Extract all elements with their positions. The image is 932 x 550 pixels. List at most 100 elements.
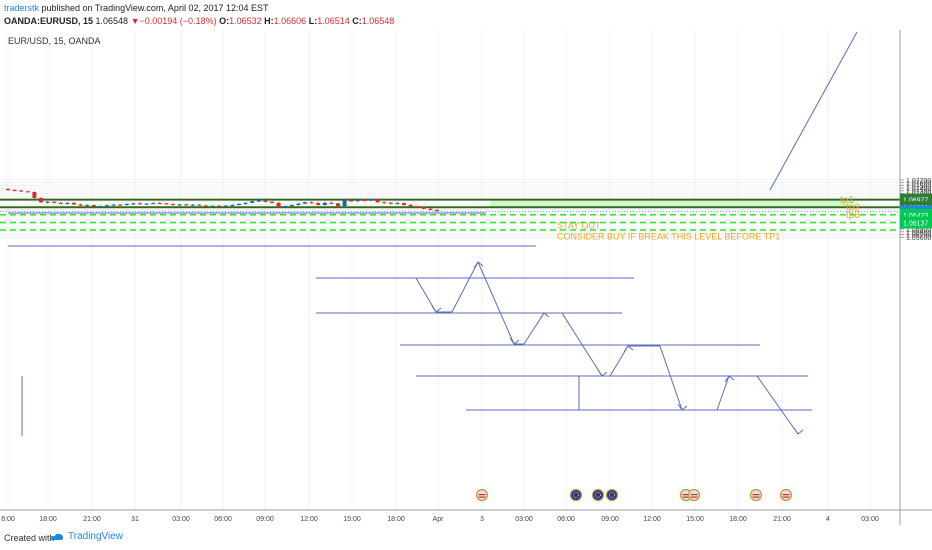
- price-axis[interactable]: 1.077001.076001.075001.074001.073001.072…: [900, 178, 932, 242]
- low-label: L:: [308, 16, 318, 26]
- us-flag-stripe: [752, 496, 760, 498]
- candle-up: [256, 200, 261, 202]
- candle-down: [382, 202, 387, 204]
- candle-down: [72, 202, 76, 205]
- candle-down: [171, 204, 175, 206]
- candle-up: [322, 202, 327, 206]
- candle-down: [25, 191, 30, 193]
- time-axis[interactable]: 6:00 18:00 21:00 31 03:00 06:00 09:00 12:00 15:0…: [1, 516, 879, 523]
- candle-up: [355, 199, 360, 201]
- y-tick-label: 1.05600: [906, 235, 931, 242]
- price-change: −0.00194 (−0.18%): [139, 16, 217, 26]
- candle-down: [6, 188, 10, 190]
- x-tick-label: 09:00: [601, 516, 619, 523]
- tradingview-logo-icon: [51, 533, 63, 540]
- created-with: Created with: [4, 533, 55, 543]
- candle-up: [45, 201, 50, 203]
- candle-down: [276, 202, 281, 207]
- high-value: 1.06606: [273, 16, 307, 26]
- x-tick-label: 18:00: [387, 516, 405, 523]
- candle-down: [263, 200, 268, 202]
- price-tag-label: 1.06137: [903, 221, 928, 228]
- us-flag-stripe: [682, 494, 690, 496]
- publish-info: published on TradingView.com, April 02, …: [39, 3, 269, 13]
- candle-up: [230, 205, 235, 207]
- candle-down: [32, 191, 37, 198]
- candle-down: [362, 199, 367, 201]
- candle-down: [78, 204, 83, 206]
- candle-down: [329, 202, 334, 204]
- candle-up: [342, 200, 347, 207]
- arrow-head: [509, 337, 520, 345]
- y-tick-label: 1.05700: [906, 232, 931, 239]
- chart-header: traderstk published on TradingView.com, …: [0, 0, 932, 30]
- y-tick-label: 1.07600: [906, 181, 931, 188]
- high-label: H:: [264, 16, 274, 26]
- candle-up: [223, 205, 228, 207]
- candle-up: [190, 204, 195, 206]
- tradingview-brand[interactable]: TradingView: [50, 531, 123, 542]
- x-tick-label: 12:00: [643, 516, 661, 523]
- eu-flag-stars: [573, 492, 579, 498]
- candle-up: [303, 202, 307, 204]
- down-arrow-icon: ▼: [130, 16, 140, 26]
- candle-down: [415, 206, 420, 208]
- annotation-consider-buy: CONSIDER BUY IF BREAK THIS LEVEL BEFORE …: [557, 232, 780, 242]
- projection-path: [756, 375, 799, 435]
- candle-down: [138, 203, 142, 205]
- us-flag-stripe: [682, 496, 690, 498]
- y-tick-label: 1.07700: [906, 178, 931, 185]
- eu-flag-stars: [609, 492, 615, 498]
- candle-up: [65, 202, 70, 204]
- candle-up: [395, 203, 400, 205]
- eu-flag-icon: [591, 488, 605, 502]
- x-tick-label: 12:00: [300, 516, 318, 523]
- y-tick-label: 1.07500: [906, 183, 931, 190]
- arrow-head: [473, 261, 484, 269]
- candle-down: [12, 189, 17, 191]
- candle-down: [309, 202, 314, 204]
- y-tick-label: 1.05900: [906, 227, 931, 234]
- candle-up: [111, 204, 116, 206]
- candle-down: [421, 207, 426, 209]
- candle-down: [349, 200, 354, 202]
- candle-down: [375, 199, 380, 203]
- buy-zone: [490, 199, 854, 208]
- author-link[interactable]: traderstk: [4, 3, 40, 13]
- candle-up: [105, 205, 109, 207]
- candle-down: [157, 203, 162, 205]
- ohlc-line: OANDA:EURUSD, 15 1.06548 ▼−0.00194 (−0.1…: [4, 16, 394, 26]
- us-flag-stripe: [478, 494, 486, 496]
- candle-up: [85, 205, 90, 207]
- x-tick-label: 03:00: [515, 516, 533, 523]
- drawings: [8, 31, 858, 436]
- candle-down: [184, 204, 189, 206]
- candles: [6, 188, 439, 212]
- y-tick-label: 1.07300: [906, 189, 931, 196]
- x-tick-label: 03:00: [861, 516, 879, 523]
- x-tick-label: 6:00: [1, 516, 15, 523]
- candle-down: [316, 203, 321, 206]
- projection-path: [659, 345, 683, 411]
- publish-line: traderstk published on TradingView.com, …: [4, 3, 269, 13]
- y-tick-label: 1.05800: [906, 230, 931, 237]
- x-tick-label: 21:00: [773, 516, 791, 523]
- price-tag-label: 1.06423: [903, 213, 928, 220]
- candle-down: [39, 197, 43, 203]
- plot-area[interactable]: [0, 30, 900, 510]
- candle-down: [217, 205, 222, 207]
- candle-down: [52, 201, 57, 203]
- x-tick-label: 4: [826, 516, 830, 523]
- candle-down: [336, 203, 340, 207]
- candle-up: [131, 203, 136, 205]
- candle-down: [408, 205, 413, 207]
- candle-down: [428, 208, 433, 210]
- x-tick-label: 18:00: [729, 516, 747, 523]
- candle-down: [204, 205, 208, 207]
- candle-up: [237, 203, 241, 206]
- price-chart[interactable]: STAY OUT CONSIDER BUY IF BREAK THIS LEVEL…: [0, 30, 932, 525]
- x-tick-label: 03:00: [172, 516, 190, 523]
- arrow-head: [539, 312, 550, 320]
